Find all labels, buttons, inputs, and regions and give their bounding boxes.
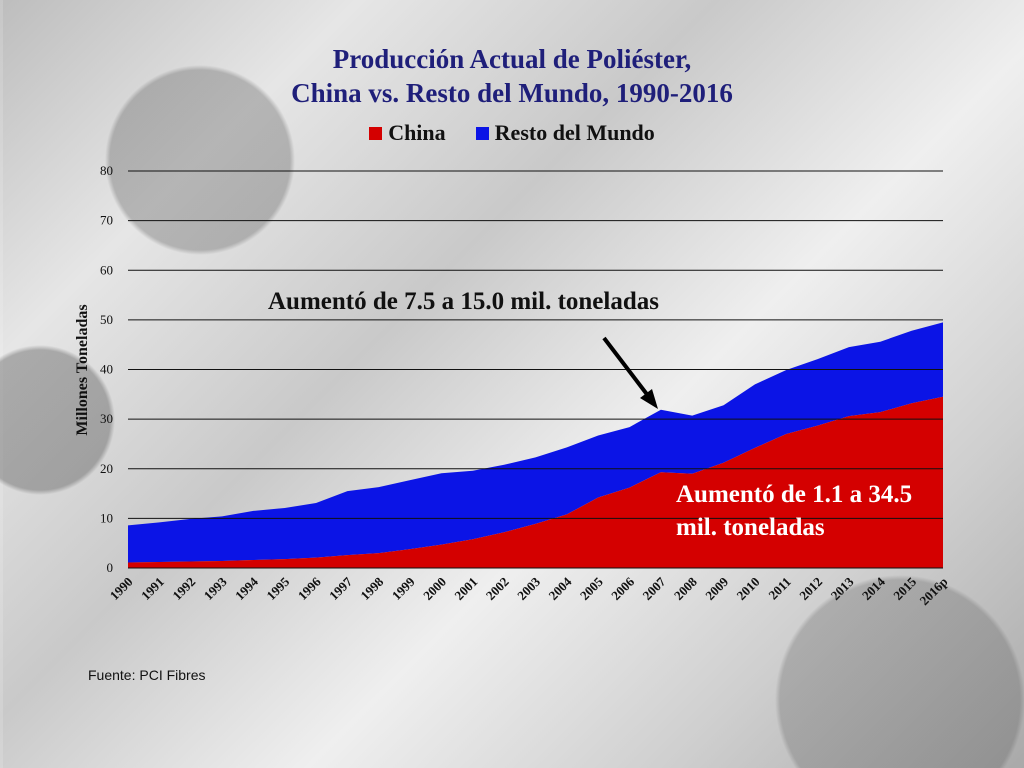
chart-title: Producción Actual de Poliéster, China vs… [0,42,1024,110]
x-tick-label: 1994 [232,574,261,603]
x-tick-label: 2015 [890,574,919,603]
y-tick-label: 50 [100,312,113,327]
annotation-arrow-shaft [602,336,651,399]
x-tick-label: 1991 [138,574,167,603]
x-tick-label: 2008 [671,574,700,603]
legend-item-china: China [369,120,446,146]
x-tick-label: 2003 [514,574,543,603]
y-tick-label: 10 [100,510,113,525]
legend-swatch-rest [475,126,489,140]
x-tick-label: 2000 [420,574,449,603]
x-tick-label: 2009 [702,574,731,603]
y-tick-label: 30 [100,411,113,426]
x-tick-label: 2013 [828,574,857,603]
x-tick-label: 2014 [859,574,888,603]
legend-label-rest: Resto del Mundo [494,120,655,145]
x-tick-label: 1995 [263,574,292,603]
x-tick-label: 2006 [608,574,637,603]
x-tick-label: 2007 [640,574,669,603]
annotation-rest-of-world: Aumentó de 7.5 a 15.0 mil. toneladas [268,288,659,315]
x-tick-label: 2012 [796,574,825,603]
x-tick-label: 2004 [545,574,574,603]
x-tick-label: 2002 [483,574,512,603]
x-tick-label: 2001 [451,574,480,603]
chart-title-line2: China vs. Resto del Mundo, 1990-2016 [291,78,733,108]
y-tick-label: 70 [100,213,113,228]
x-tick-label: 1999 [389,574,418,603]
x-tick-label: 1990 [107,574,136,603]
legend-swatch-china [369,126,383,140]
x-tick-label: 1997 [326,574,355,603]
y-tick-label: 60 [100,262,113,277]
x-tick-label: 1992 [169,574,198,603]
annotation-china: Aumentó de 1.1 a 34.5 mil. toneladas [676,481,913,541]
x-tick-label: 2011 [765,574,793,602]
x-tick-label: 2005 [577,574,606,603]
series-area-rest-of-world [128,322,943,563]
x-tick-label: 2016p [917,574,951,608]
y-tick-label: 40 [100,362,113,377]
x-tick-label: 2010 [734,574,763,603]
series-area-china [128,396,943,568]
y-tick-label: 20 [100,461,113,476]
x-tick-label: 1998 [357,574,386,603]
y-tick-label: 0 [107,560,114,575]
chart-title-line1: Producción Actual de Poliéster, [332,44,692,74]
source-note: Fuente: PCI Fibres [88,667,206,683]
annotation-arrow-head [640,389,658,409]
chart-legend: China Resto del Mundo [0,120,1024,146]
y-tick-label: 80 [100,163,113,178]
x-tick-label: 1996 [295,574,324,603]
legend-item-rest: Resto del Mundo [475,120,655,146]
x-tick-label: 1993 [201,574,230,603]
legend-label-china: China [388,120,446,145]
